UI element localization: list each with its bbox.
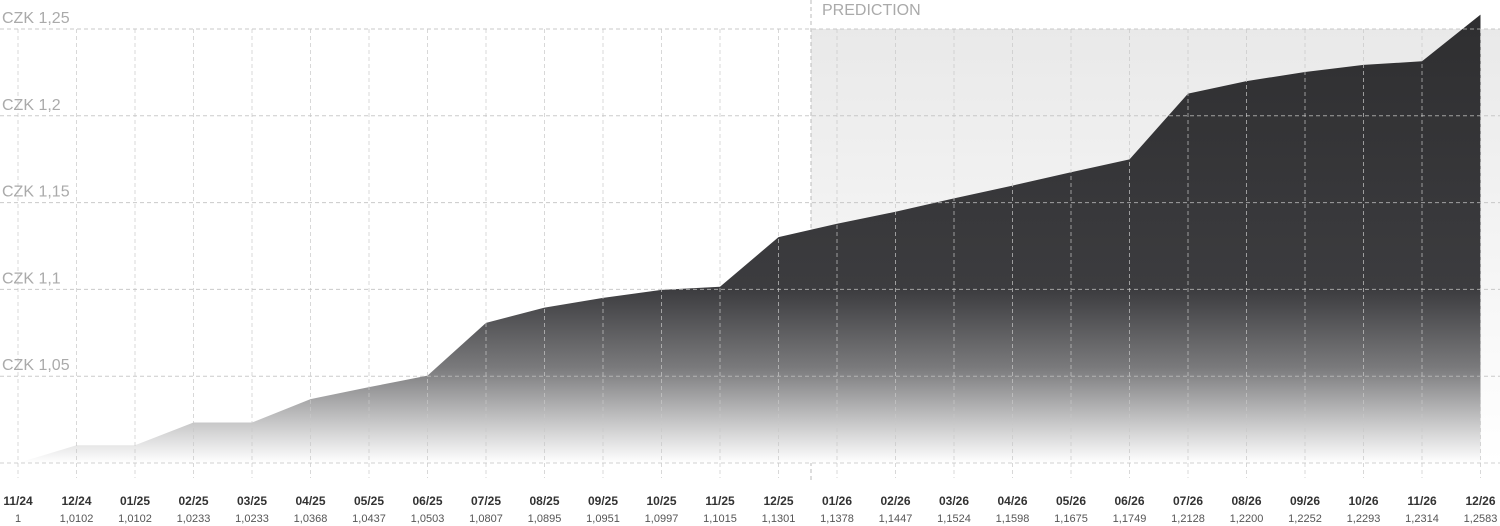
value-label: 1,0102 (118, 513, 152, 525)
x-tick-label: 07/25 (471, 494, 501, 508)
x-tick-label: 06/25 (412, 494, 442, 508)
x-tick-label: 07/26 (1173, 494, 1203, 508)
value-label: 1,2252 (1288, 513, 1322, 525)
x-tick-label: 12/25 (763, 494, 793, 508)
x-tick-label: 10/26 (1348, 494, 1378, 508)
y-tick-label: CZK 1,15 (2, 184, 70, 201)
x-tick-label: 08/26 (1231, 494, 1261, 508)
x-tick-label: 02/26 (880, 494, 910, 508)
x-tick-label: 12/26 (1465, 494, 1495, 508)
value-label: 1,1015 (703, 513, 737, 525)
x-tick-label: 11/25 (705, 494, 735, 508)
value-label: 1,0102 (60, 513, 94, 525)
value-label: 1 (15, 513, 21, 525)
value-label: 1,1749 (1113, 513, 1147, 525)
area (18, 14, 1481, 464)
x-tick-label: 12/24 (61, 494, 91, 508)
value-label: 1,0895 (528, 513, 562, 525)
x-tick-label: 03/25 (237, 494, 267, 508)
value-label: 1,2128 (1171, 513, 1205, 525)
x-tick-label: 08/25 (529, 494, 559, 508)
x-tick-label: 05/25 (354, 494, 384, 508)
x-tick-label: 04/25 (295, 494, 325, 508)
value-label: 1,2293 (1347, 513, 1381, 525)
y-tick-label: CZK 1,2 (2, 97, 61, 114)
value-label: 1,2200 (1230, 513, 1264, 525)
y-tick-label: CZK 1,25 (2, 10, 70, 27)
value-label: 1,0951 (586, 513, 620, 525)
x-tick-label: 02/25 (178, 494, 208, 508)
x-tick-label: 09/25 (588, 494, 618, 508)
grid-layer (0, 28, 1500, 478)
value-label: 1,0807 (469, 513, 503, 525)
x-tick-label: 11/24 (3, 494, 33, 508)
x-tick-label: 01/26 (822, 494, 852, 508)
value-label: 1,0997 (645, 513, 679, 525)
value-label: 1,0437 (352, 513, 386, 525)
x-tick-label: 01/25 (120, 494, 150, 508)
value-label: 1,1301 (762, 513, 796, 525)
value-label: 1,0368 (294, 513, 328, 525)
prediction-label: PREDICTION (822, 2, 921, 19)
value-label: 1,0233 (235, 513, 269, 525)
value-label: 1,1598 (996, 513, 1030, 525)
area-layer (18, 14, 1481, 464)
value-label: 1,1524 (937, 513, 971, 525)
x-tick-label: 06/26 (1114, 494, 1144, 508)
x-tick-label: 10/25 (646, 494, 676, 508)
x-tick-label: 05/26 (1056, 494, 1086, 508)
x-tick-label: 09/26 (1290, 494, 1320, 508)
x-tick-label: 03/26 (939, 494, 969, 508)
value-label: 1,1675 (1054, 513, 1088, 525)
value-label: 1,0503 (411, 513, 445, 525)
value-label: 1,2583 (1464, 513, 1498, 525)
value-label: 1,2314 (1405, 513, 1439, 525)
y-tick-label: CZK 1,1 (2, 270, 61, 287)
x-tick-label: 04/26 (997, 494, 1027, 508)
y-tick-label: CZK 1,05 (2, 357, 70, 374)
value-label: 1,0233 (177, 513, 211, 525)
value-label: 1,1447 (879, 513, 913, 525)
x-tick-label: 11/26 (1407, 494, 1437, 508)
value-label: 1,1378 (820, 513, 854, 525)
